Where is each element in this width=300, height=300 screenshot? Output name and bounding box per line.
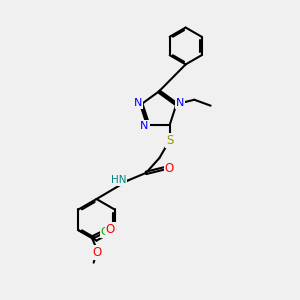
Text: HN: HN [111,175,127,185]
Text: N: N [140,121,149,131]
Text: N: N [134,98,142,108]
Text: Cl: Cl [101,227,112,237]
Text: S: S [166,134,173,147]
Text: O: O [164,162,174,175]
Text: O: O [106,223,115,236]
Text: N: N [176,98,184,108]
Text: O: O [93,246,102,259]
